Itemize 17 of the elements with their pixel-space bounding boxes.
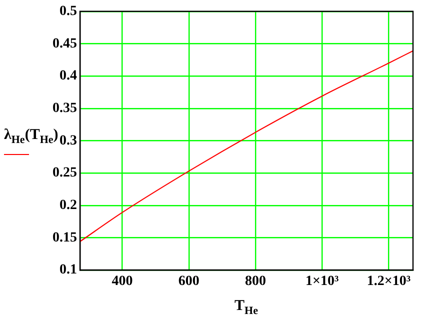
y-axis-title: λ$_{He}$(T$_{He}$) — [4, 126, 58, 146]
y-tick-label: 0.45 — [52, 36, 77, 52]
x-tick-label: 1×10³ — [305, 274, 339, 290]
y-tick-label: 0.2 — [60, 198, 77, 213]
x-tick-label: 600 — [178, 274, 200, 290]
y-tick-label: 0.25 — [52, 166, 77, 181]
y-tick-label: 0.35 — [52, 100, 77, 116]
y-tick-label: 0.5 — [60, 4, 77, 20]
x-axis-title: T$_{He}$ — [234, 298, 258, 317]
x-tick-label: 400 — [112, 274, 133, 290]
y-tick-label: 0.1 — [60, 262, 77, 278]
x-tick-label: 800 — [244, 274, 266, 290]
y-tick-label: 0.3 — [60, 133, 77, 148]
line-series — [80, 50, 413, 242]
y-tick-label: 0.4 — [60, 68, 77, 84]
x-tick-label: 1.2×10³ — [366, 274, 411, 290]
y-tick-label: 0.15 — [52, 230, 77, 246]
